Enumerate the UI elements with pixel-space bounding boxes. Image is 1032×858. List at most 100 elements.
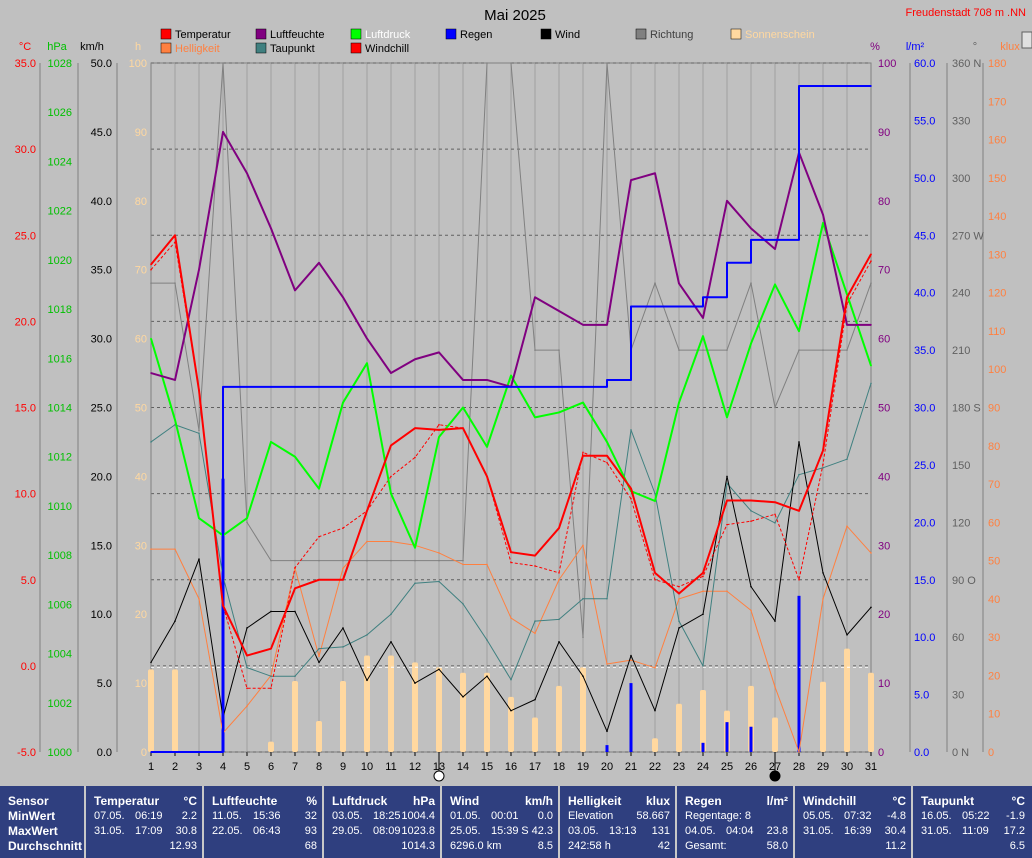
data-point-richtung <box>750 282 752 284</box>
summary-date: 05.05. <box>803 810 834 822</box>
data-point-windchill <box>294 566 296 569</box>
legend-label: Windchill <box>365 43 409 55</box>
data-point-helligkeit <box>558 578 560 581</box>
data-point-helligkeit <box>774 686 776 688</box>
data-point-richtung <box>582 636 584 638</box>
axis-unit-temperature: °C <box>19 41 31 53</box>
y-tick-label-brightness: 90 <box>988 403 1000 415</box>
y-tick-label-sunshine: 80 <box>135 196 147 208</box>
data-point-taupunkt <box>654 492 656 495</box>
data-point-wind <box>294 610 296 613</box>
data-point-wind <box>558 640 560 643</box>
data-point-regen <box>606 379 608 381</box>
data-point-temperatur <box>678 592 680 595</box>
data-point-luftdruck <box>678 401 680 404</box>
legend-swatch <box>445 28 457 40</box>
summary-unit: % <box>306 794 317 808</box>
data-point-wind <box>630 654 632 657</box>
sunshine-bar <box>436 667 442 752</box>
data-point-wind <box>846 634 848 636</box>
data-point-helligkeit <box>438 552 440 554</box>
data-point-wind <box>798 441 800 443</box>
y-tick-label-wind_speed: 15.0 <box>91 540 112 552</box>
summary-value: 30.4 <box>884 825 906 837</box>
legend-swatch <box>255 28 267 40</box>
axis-unit-sunshine: h <box>135 41 141 53</box>
data-point-luftfeuchte <box>174 379 176 381</box>
sunshine-bar <box>532 717 538 752</box>
data-point-temperatur <box>726 499 728 502</box>
legend-swatch <box>160 28 172 40</box>
data-point-taupunkt <box>582 597 584 600</box>
data-point-regen <box>726 262 728 264</box>
data-point-helligkeit <box>726 590 728 593</box>
y-tick-label-pressure: 1008 <box>48 550 72 562</box>
data-point-regen <box>414 386 416 388</box>
data-point-windchill <box>390 475 392 478</box>
data-point-regen <box>558 386 560 388</box>
y-tick-label-wind_speed: 0.0 <box>97 747 112 759</box>
data-point-windchill <box>150 268 152 271</box>
summary-time: 05:22 <box>962 810 990 822</box>
data-point-taupunkt <box>606 597 608 600</box>
x-tick-label: 6 <box>268 761 274 773</box>
summary-date: 6296.0 km <box>450 840 502 852</box>
summary-title: Wind <box>450 794 480 808</box>
data-point-temperatur <box>198 389 200 392</box>
station-label: Freudenstadt 708 m .NN <box>906 7 1027 19</box>
y-tick-label-brightness: 110 <box>988 326 1006 338</box>
data-point-regen <box>222 386 224 388</box>
data-point-luftdruck <box>438 436 440 438</box>
y-tick-label-brightness: 170 <box>988 96 1006 108</box>
data-point-wind <box>510 709 512 712</box>
data-point-wind <box>606 730 608 733</box>
summary-date: 242:58 h <box>568 840 611 852</box>
summary-row: Luftfeuchte% <box>209 794 319 809</box>
summary-title: Luftfeuchte <box>212 794 278 808</box>
data-point-luftfeuchte <box>750 227 752 230</box>
data-point-taupunkt <box>870 382 872 385</box>
data-point-windchill <box>726 523 728 526</box>
data-point-regen <box>678 305 680 308</box>
summary-value: -1.9 <box>1006 810 1025 822</box>
data-point-luftdruck <box>822 222 824 224</box>
summary-divider <box>911 786 913 858</box>
data-point-luftfeuchte <box>222 131 224 133</box>
y-tick-label-wind_speed: 40.0 <box>91 196 112 208</box>
data-point-helligkeit <box>486 563 488 566</box>
summary-unit: °C <box>183 794 197 808</box>
data-point-windchill <box>342 527 344 529</box>
y-tick-label-wind_speed: 5.0 <box>97 678 112 690</box>
y-tick-label-pressure: 1006 <box>48 599 72 611</box>
legend-swatch <box>160 42 172 54</box>
legend-swatch <box>635 28 647 40</box>
rain-day-bar <box>701 742 705 752</box>
data-point-helligkeit <box>366 540 368 543</box>
x-tick-label: 24 <box>697 761 709 773</box>
summary-value: 58.667 <box>636 810 670 822</box>
sunshine-bar <box>388 655 394 752</box>
data-point-wind <box>822 572 824 574</box>
data-point-temperatur <box>270 647 272 650</box>
y-tick-label-direction: 90 O <box>952 575 976 587</box>
data-point-wind <box>870 606 872 609</box>
summary-value: 0.0 <box>537 810 553 822</box>
x-tick-label: 12 <box>409 761 421 773</box>
data-point-richtung <box>822 349 824 351</box>
y-tick-label-pressure: 1024 <box>48 156 72 168</box>
data-point-regen <box>654 305 656 308</box>
summary-row: Sensor <box>5 794 81 809</box>
sunshine-bar <box>292 681 298 752</box>
row-label: MaxWert <box>8 824 58 838</box>
summary-value: 23.8 <box>766 825 788 837</box>
data-point-temperatur <box>798 510 800 512</box>
y-tick-label-sunshine: 20 <box>135 609 147 621</box>
data-point-regen <box>582 386 584 388</box>
summary-date: 11.05. <box>212 810 242 822</box>
y-tick-label-temperature: 10.0 <box>15 489 36 501</box>
y-tick-label-sunshine: 50 <box>135 403 147 415</box>
data-point-wind <box>366 679 368 682</box>
x-tick-label: 14 <box>457 761 469 773</box>
data-point-richtung <box>246 521 248 524</box>
legend-label: Wind <box>555 29 580 41</box>
